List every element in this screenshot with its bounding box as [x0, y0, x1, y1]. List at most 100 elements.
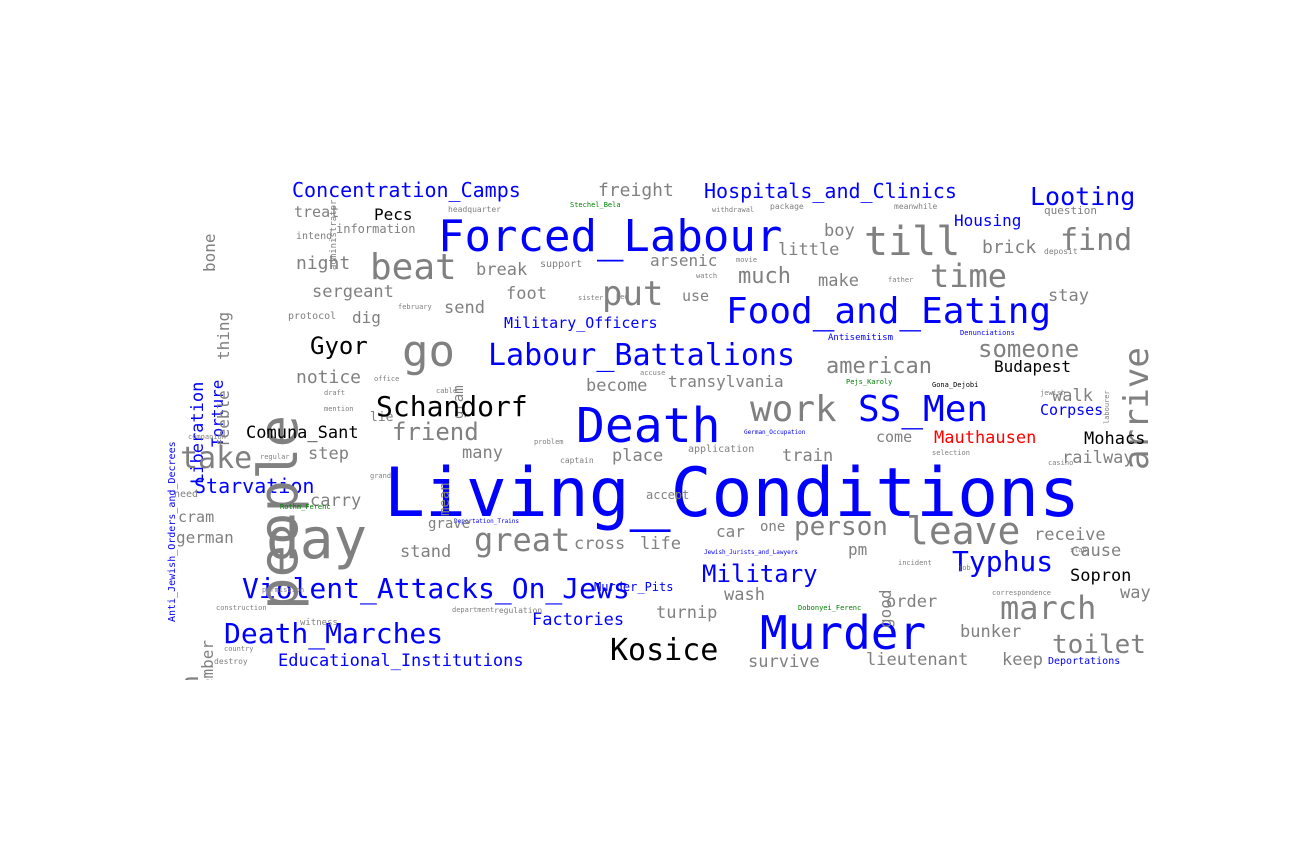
word-labour-battalions: Labour_Battalions — [488, 338, 796, 373]
word-good: good — [876, 589, 895, 628]
word-cross: cross — [574, 534, 626, 554]
word-death: Death — [576, 398, 721, 454]
word-beat: beat — [370, 247, 457, 288]
word-cause: cause — [1070, 541, 1122, 561]
word-step: step — [308, 444, 349, 464]
word-thing: thing — [214, 311, 233, 360]
word-comuna-sant: Comuna_Sant — [246, 423, 359, 443]
word-watch: watch — [696, 272, 718, 280]
word-person: person — [794, 512, 888, 542]
word-brick: brick — [982, 237, 1037, 258]
word-wash: wash — [724, 585, 765, 605]
word-little: little — [778, 240, 840, 260]
word-companion: companion — [188, 433, 226, 441]
word-draft: draft — [324, 389, 346, 397]
word-factories: Factories — [532, 610, 625, 630]
word-withdrawal: withdrawal — [712, 206, 755, 214]
word-headquarter: headquarter — [448, 205, 501, 214]
word-sister: sister — [578, 294, 604, 302]
word-place: place — [612, 446, 664, 466]
word-typhus: Typhus — [952, 545, 1054, 578]
word-stay: stay — [1048, 286, 1089, 306]
word-jewish: jewish — [1040, 389, 1066, 397]
word-till: till — [864, 219, 961, 265]
word-application: application — [688, 444, 755, 455]
word-accept: accept — [646, 488, 690, 502]
word-bed: bed — [616, 293, 629, 301]
word-find: find — [1060, 223, 1133, 258]
word-schandorf: Schandorf — [376, 390, 528, 423]
word-military: Military — [702, 560, 818, 588]
word-grand: grand — [370, 472, 392, 480]
word-pecs: Pecs — [374, 205, 413, 224]
word-come: come — [876, 428, 913, 446]
word-rothm-ferenc: Rothm_Ferenc — [280, 503, 331, 511]
word-educational-institutions: Educational_Institutions — [278, 651, 524, 671]
word-time: time — [930, 257, 1008, 295]
word-friend: friend — [392, 418, 479, 446]
word-denunciations: Denunciations — [960, 329, 1015, 337]
word-mauthausen: Mauthausen — [934, 428, 1037, 448]
word-sergeant: sergeant — [312, 282, 394, 302]
word-receive: receive — [1034, 525, 1106, 545]
word-cloud: Living_Conditions Death Forced_Labour Murde… — [164, 180, 1156, 680]
word-kosice: Kosice — [610, 633, 719, 668]
word-corpses: Corpses — [1040, 401, 1104, 419]
word-budapest: Budapest — [994, 357, 1072, 376]
word-cable: cable — [436, 387, 458, 395]
word-construction: construction — [216, 604, 267, 612]
word-starvation: Starvation — [194, 474, 315, 498]
word-living-conditions: Living_Conditions — [384, 454, 1080, 533]
word-lieutenant: lieutenant — [866, 650, 969, 670]
word-stechel-bela: Stechel_Bela — [570, 201, 621, 209]
word-march: march — [1000, 589, 1097, 627]
word-great: great — [474, 521, 571, 559]
word-military-officers: Military_Officers — [504, 314, 658, 332]
word-antisemitism: Antisemitism — [828, 333, 894, 343]
word-pejs-karoly: Pejs_Karoly — [846, 378, 893, 386]
word-send: send — [444, 298, 485, 318]
word-notice: notice — [296, 367, 362, 388]
word-forced-labour: Forced_Labour — [438, 211, 783, 262]
word-regular: regular — [260, 453, 290, 461]
word-incident: incident — [898, 559, 932, 567]
word-death-marches: Death_Marches — [224, 617, 444, 650]
word-selection: selection — [932, 449, 970, 457]
word-german-occupation: German_Occupation — [744, 429, 806, 436]
word-office: office — [374, 375, 400, 383]
word-department: department — [452, 606, 495, 614]
word-looting: Looting — [1030, 182, 1136, 211]
word-concentration-camps: Concentration_Camps — [292, 180, 521, 202]
word-stand: stand — [400, 542, 452, 562]
word-slap: slap — [1070, 546, 1087, 554]
word-violent-attacks-on-jews: Violent_Attacks_On_Jews — [242, 572, 630, 605]
word-take: take — [180, 441, 253, 476]
word-german: german — [176, 528, 234, 547]
word-turnip: turnip — [656, 603, 718, 623]
word-treat: treat — [294, 203, 340, 221]
word-transylvania: transylvania — [668, 372, 784, 391]
word-gona-dejobi: Gona_Dejobi — [932, 381, 979, 389]
word-murder-pits: Murder_Pits — [594, 580, 674, 594]
word-permission: permission — [262, 586, 305, 594]
word-arsenic: arsenic — [650, 251, 718, 270]
word-hospitals-and-clinics: Hospitals_and_Clinics — [704, 180, 957, 203]
word-support: support — [540, 259, 583, 270]
word-february: february — [398, 303, 432, 311]
word-gyor: Gyor — [310, 332, 368, 360]
word-walk: walk — [1052, 386, 1093, 406]
word-keep: keep — [1002, 650, 1043, 670]
word-information: information — [336, 222, 416, 236]
word-correspondence: correspondence — [992, 589, 1052, 597]
word-accuse: accuse — [640, 369, 666, 377]
word-movie: movie — [736, 256, 758, 264]
word-railway: railway — [1062, 448, 1134, 468]
word-dig: dig — [352, 308, 381, 327]
word-cram: cram — [178, 508, 215, 526]
word-bone: bone — [200, 233, 219, 272]
word-lie: lie — [370, 410, 394, 425]
word-mean: mean — [437, 482, 453, 516]
word-work: work — [750, 389, 837, 430]
word-bunker: bunker — [960, 622, 1022, 642]
word-life: life — [640, 534, 681, 554]
